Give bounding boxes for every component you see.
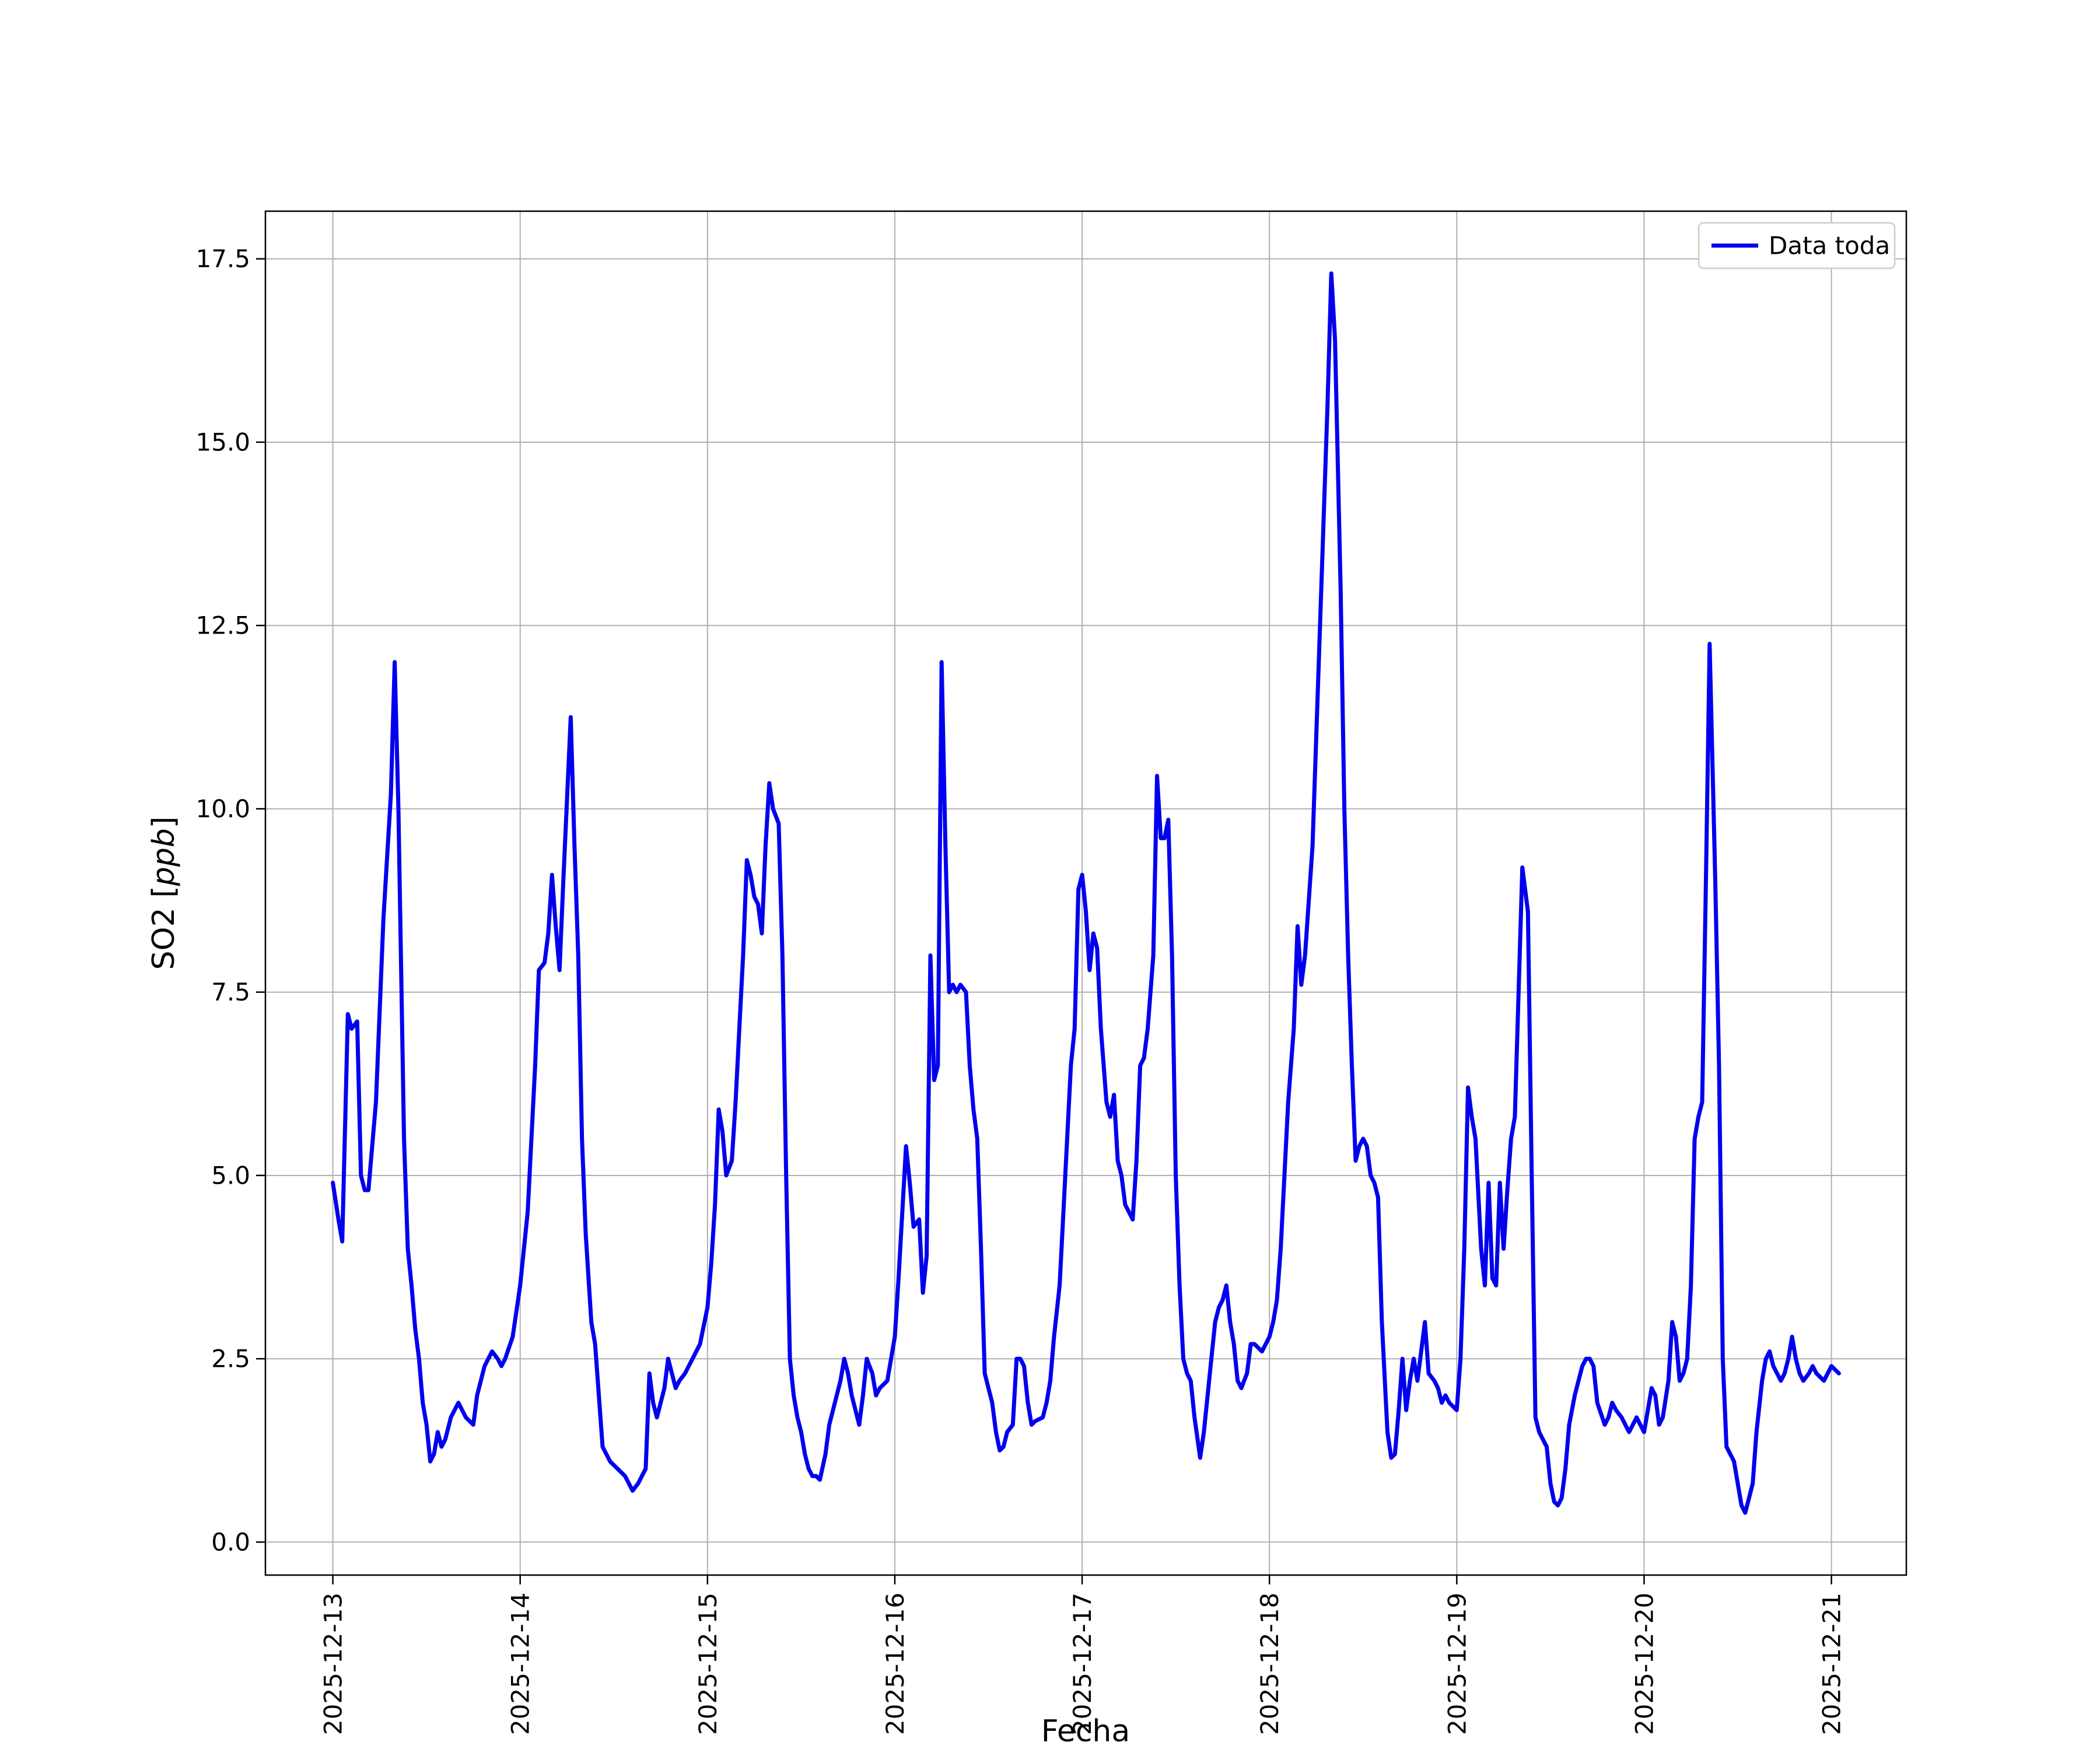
axes-layer [256, 210, 1908, 1584]
y-axis-label-suffix: ] [146, 816, 181, 828]
x-tick-label: 2025-12-18 [1255, 1593, 1284, 1735]
x-tick-label: 2025-12-16 [881, 1593, 909, 1735]
x-tick-label: 2025-12-21 [1818, 1593, 1846, 1735]
y-tick-label: 12.5 [195, 611, 250, 640]
legend-box [1698, 222, 1896, 270]
y-tick-label: 2.5 [211, 1345, 250, 1373]
x-tick-label: 2025-12-13 [319, 1593, 348, 1735]
y-tick-label: 17.5 [195, 244, 250, 273]
series-layer [331, 271, 1841, 1515]
y-axis-label-italic: ppb [146, 828, 181, 887]
x-tick-label: 2025-12-20 [1630, 1593, 1658, 1735]
y-tick-label: 10.0 [195, 795, 250, 823]
x-axis-label: Fecha [1041, 1714, 1130, 1749]
x-tick-label: 2025-12-14 [506, 1593, 535, 1735]
axes-frame [264, 210, 1908, 1576]
x-tick-label: 2025-12-19 [1443, 1593, 1471, 1735]
y-axis-label: SO2 [ppb] [146, 816, 181, 970]
grid-layer [265, 211, 1906, 1575]
y-tick-label: 15.0 [195, 428, 250, 456]
series-line [331, 271, 1841, 1515]
x-tick-label: 2025-12-17 [1068, 1593, 1097, 1735]
y-tick-label: 7.5 [211, 978, 250, 1006]
y-tick-label: 0.0 [211, 1528, 250, 1556]
tick-label-layer: 2025-12-13 2025-12-14 2025-12-15 2025-12-16… [195, 244, 1846, 1735]
y-tick-label: 5.0 [211, 1161, 250, 1189]
x-tick-label: 2025-12-15 [694, 1593, 722, 1735]
legend: Data toda [1698, 222, 1896, 270]
y-axis-label-prefix: SO2 [ [146, 886, 181, 970]
legend-label: Data toda [1769, 232, 1890, 260]
